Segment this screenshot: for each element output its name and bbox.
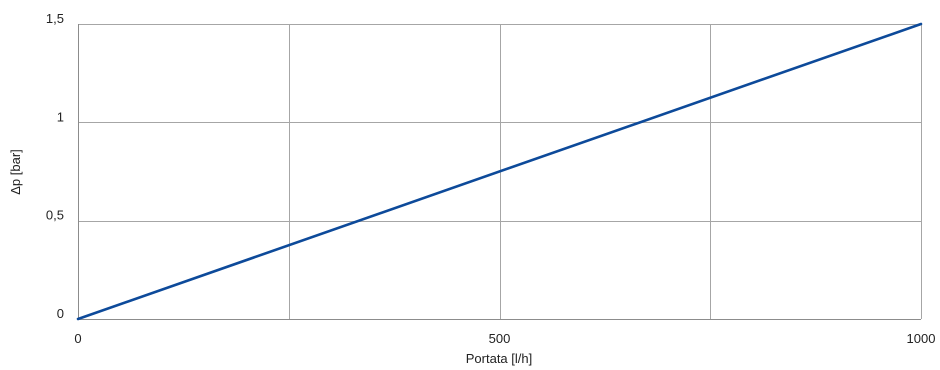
y-tick-label: 0,5 xyxy=(46,208,64,223)
axes xyxy=(78,24,921,320)
x-tick-label: 500 xyxy=(489,331,511,346)
x-axis-title: Portata [l/h] xyxy=(466,351,532,366)
x-tick-label: 1000 xyxy=(907,331,936,346)
y-tick-label: 1 xyxy=(57,109,64,124)
x-tick-label: 0 xyxy=(74,331,81,346)
tick-labels: 0 500 1000 0 0,5 1 1,5 xyxy=(46,11,936,346)
series-line xyxy=(76,22,923,321)
y-tick-label: 0 xyxy=(57,306,64,321)
series-lines xyxy=(76,22,923,321)
y-axis-title: Δp [bar] xyxy=(8,149,23,195)
grid xyxy=(78,24,922,319)
y-tick-label: 1,5 xyxy=(46,11,64,26)
